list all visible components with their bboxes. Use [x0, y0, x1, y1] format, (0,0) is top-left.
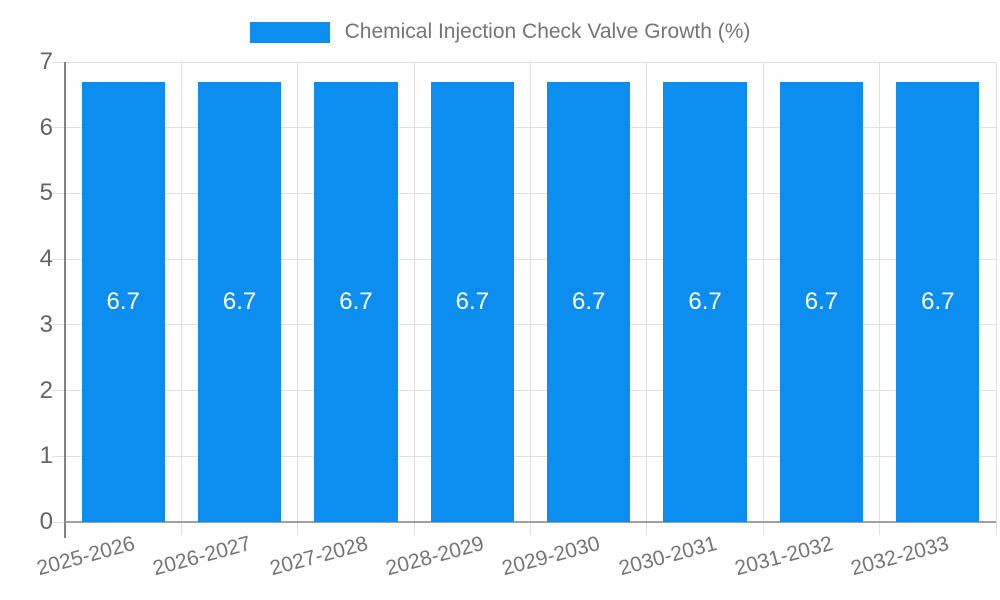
x-axis-tick-label: 2027-2028	[266, 532, 370, 581]
v-gridline	[995, 62, 997, 535]
bar-value-label: 6.7	[106, 287, 140, 315]
y-axis-line	[64, 62, 66, 538]
bar-value-label: 6.7	[688, 287, 722, 315]
v-gridline	[413, 62, 415, 535]
plot-area: 0 1 2 3 4 5 6 7 6.7 2025-2026 6.7 2026-2027 6.7 2027-…	[34, 50, 997, 580]
bar	[314, 81, 398, 522]
bar	[81, 81, 165, 522]
v-gridline	[879, 62, 881, 535]
bar-value-label: 6.7	[804, 287, 839, 315]
y-axis-tick-label: 7	[39, 48, 53, 75]
x-axis-tick-label: 2028-2029	[383, 532, 487, 581]
y-tick-mark	[52, 61, 65, 63]
v-gridline	[180, 62, 182, 535]
bar-value-label: 6.7	[455, 287, 489, 315]
y-axis-tick-label: 1	[39, 442, 53, 470]
y-tick-mark	[52, 455, 65, 457]
y-axis-tick-label: 3	[39, 310, 53, 338]
y-tick-mark	[52, 192, 65, 194]
v-gridline	[646, 62, 648, 535]
legend: Chemical Injection Check Valve Growth (%…	[0, 20, 1000, 44]
y-tick-mark	[52, 127, 65, 129]
y-axis-tick-label: 0	[39, 508, 53, 535]
x-axis-tick-label: 2032-2033	[848, 532, 952, 581]
bar	[896, 81, 980, 522]
bar-value-label: 6.7	[339, 287, 373, 315]
y-tick-mark	[52, 521, 65, 523]
x-axis-tick-label: 2031-2032	[732, 532, 836, 581]
legend-swatch	[249, 21, 330, 43]
v-gridline	[762, 62, 764, 535]
y-tick-mark	[52, 324, 65, 326]
legend-label: Chemical Injection Check Valve Growth (%…	[344, 20, 751, 43]
y-axis-tick-label: 6	[39, 113, 53, 141]
v-gridline	[297, 62, 299, 535]
bar	[663, 81, 747, 522]
bar	[779, 81, 864, 522]
x-axis-tick-label: 2029-2030	[499, 532, 603, 581]
y-axis-tick-label: 5	[39, 179, 53, 207]
bar	[430, 81, 514, 522]
x-axis-line	[65, 521, 996, 523]
y-axis-tick-label: 2	[39, 376, 53, 404]
x-axis-tick-label: 2030-2031	[616, 532, 720, 581]
y-axis-tick-label: 4	[39, 245, 53, 273]
y-tick-mark	[52, 390, 65, 392]
x-axis-tick-label: 2026-2027	[150, 532, 254, 581]
y-tick-mark	[52, 258, 65, 260]
bar	[197, 81, 282, 522]
bar-value-label: 6.7	[921, 287, 955, 315]
v-gridline	[530, 62, 531, 535]
bar	[547, 81, 631, 522]
x-axis-tick-label: 2025-2026	[34, 532, 138, 581]
bar-value-label: 6.7	[222, 287, 257, 315]
bar-value-label: 6.7	[572, 287, 606, 315]
